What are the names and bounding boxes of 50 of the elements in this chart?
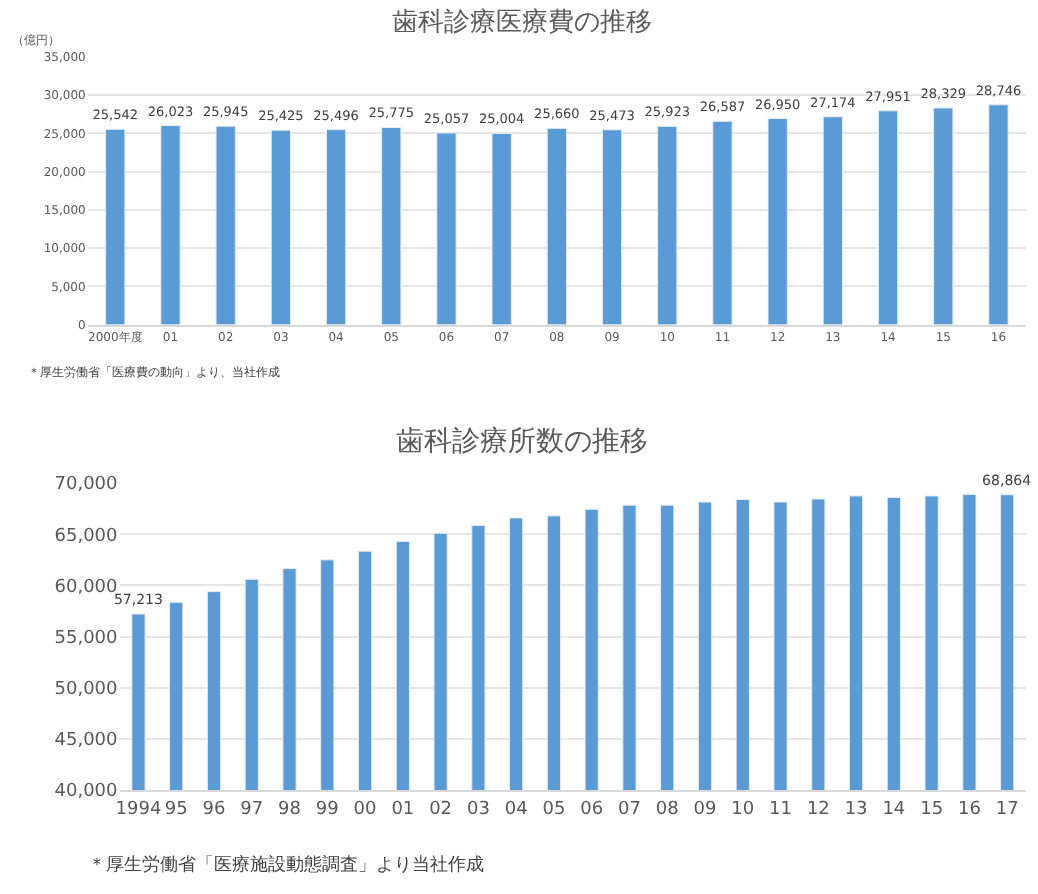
x-tick-label: 17 bbox=[995, 799, 1019, 820]
x-tick-label: 07 bbox=[618, 799, 641, 820]
bar bbox=[822, 116, 844, 325]
bar bbox=[491, 132, 512, 325]
x-tick-label: 96 bbox=[202, 799, 226, 820]
bar bbox=[325, 129, 347, 325]
x-tick-label: 02 bbox=[429, 799, 453, 820]
bar bbox=[712, 120, 733, 325]
x-tick-label: 11 bbox=[769, 799, 792, 820]
x-tick-label: 03 bbox=[466, 799, 490, 820]
bar bbox=[933, 107, 954, 325]
y-tick-label: 70,000 bbox=[54, 475, 119, 496]
x-tick-label: 10 bbox=[731, 799, 755, 820]
bar bbox=[546, 127, 568, 325]
x-tick-label: 99 bbox=[315, 799, 340, 820]
x-tick-label: 12 bbox=[806, 799, 830, 820]
chart-title: 歯科診療医療費の推移 bbox=[392, 8, 652, 38]
x-tick-label: 06 bbox=[580, 799, 604, 820]
x-tick-label: 1994 bbox=[115, 799, 162, 820]
bar bbox=[988, 104, 1009, 325]
bar bbox=[657, 125, 678, 325]
y-tick-label: 65,000 bbox=[54, 526, 119, 547]
text: ＊厚生労働省「医療施設動態調査」より当社作成 bbox=[88, 854, 484, 876]
x-tick-label: 09 bbox=[693, 799, 717, 820]
bar bbox=[877, 110, 899, 325]
chart-title: 歯科診療所数の推移 bbox=[396, 426, 648, 458]
x-tick-label: 95 bbox=[164, 799, 188, 820]
x-tick-label: 04 bbox=[504, 799, 529, 820]
x-tick-label: 16 bbox=[957, 799, 982, 820]
x-tick-label: 14 bbox=[882, 799, 906, 820]
x-tick-label: 98 bbox=[278, 799, 302, 820]
x-tick-label: 97 bbox=[240, 799, 264, 820]
x-tick-label: 08 bbox=[655, 799, 680, 820]
x-tick-label: 00 bbox=[353, 799, 378, 820]
bar bbox=[270, 129, 292, 325]
x-tick-label: 15 bbox=[920, 799, 944, 820]
bar bbox=[160, 125, 181, 325]
bar bbox=[215, 125, 236, 325]
x-tick-label: 01 bbox=[391, 799, 415, 820]
y-tick-label: 45,000 bbox=[54, 731, 119, 752]
y-tick-label: 50,000 bbox=[54, 680, 119, 701]
y-tick-label: 55,000 bbox=[54, 628, 119, 649]
bar bbox=[601, 129, 623, 325]
y-tick-label: 40,000 bbox=[54, 782, 119, 803]
bar bbox=[105, 128, 126, 325]
bar bbox=[767, 118, 788, 325]
bar bbox=[381, 126, 402, 325]
x-tick-label: 13 bbox=[844, 799, 868, 820]
bar bbox=[436, 132, 457, 325]
x-tick-label: 05 bbox=[542, 799, 566, 820]
